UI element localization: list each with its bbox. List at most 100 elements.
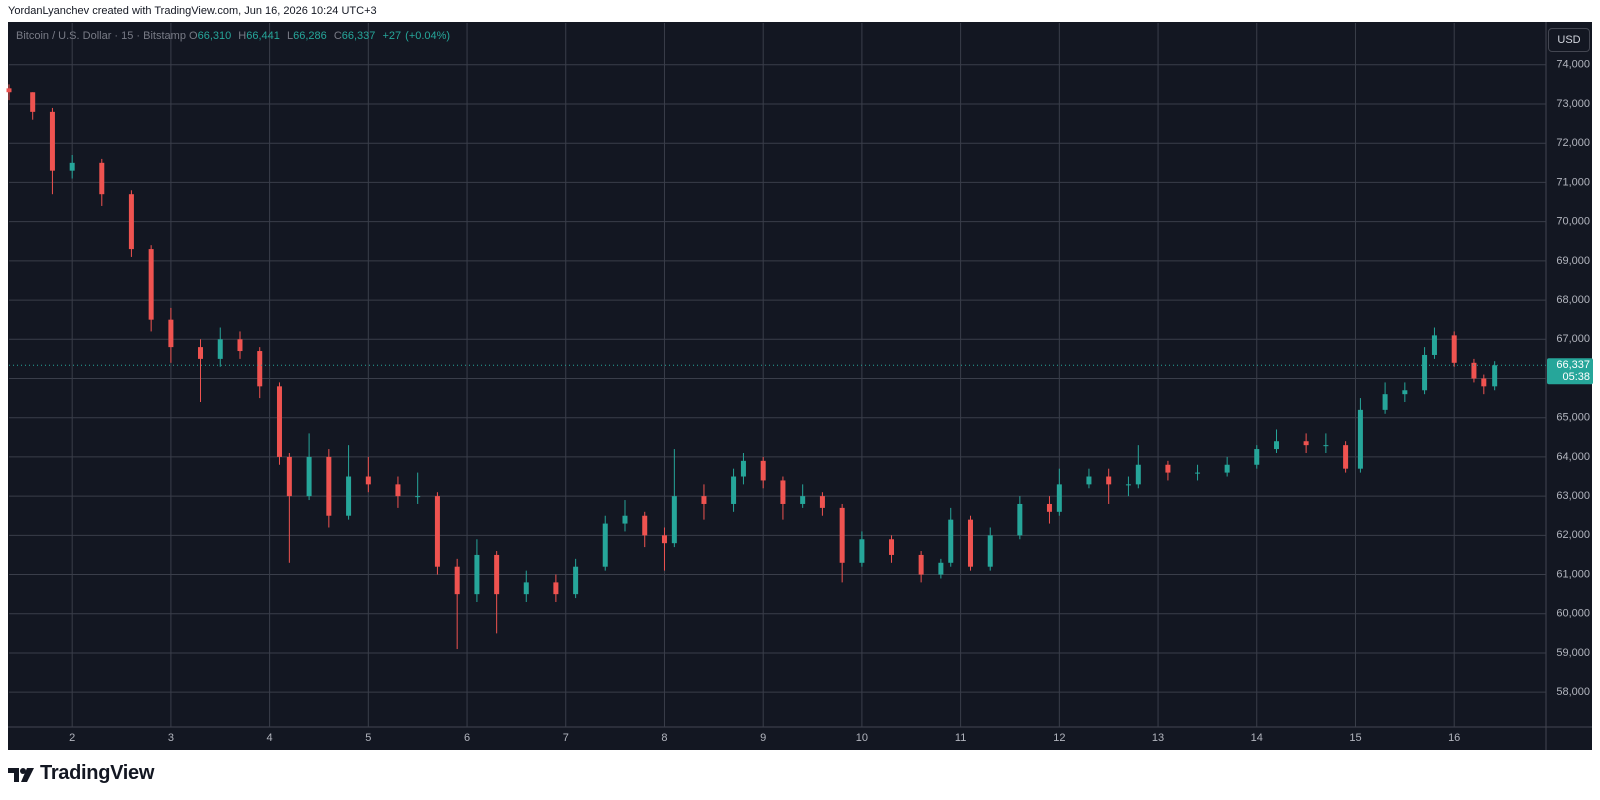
chart: 58,000 59,000 60,000 61,000 62,000 63,000 64,0…	[6, 22, 1593, 750]
candle-body	[553, 582, 559, 595]
candle-body	[1402, 390, 1408, 395]
candle-body	[1125, 484, 1131, 486]
brand-logo	[8, 768, 34, 782]
candle-body	[740, 460, 746, 477]
x-tick-label: 6	[464, 732, 470, 744]
candle-body	[622, 515, 628, 524]
candle-body	[99, 162, 105, 195]
candle-body	[602, 523, 608, 567]
candle-body	[918, 554, 924, 575]
candle-body	[365, 476, 371, 485]
x-tick-label: 7	[563, 732, 569, 744]
candle-body	[1046, 503, 1052, 512]
last-price-label: 66,337	[1556, 359, 1590, 371]
countdown: 05:38	[1562, 371, 1590, 383]
candle-body	[731, 476, 737, 504]
candle-body	[1086, 476, 1092, 485]
candle-body	[701, 496, 707, 504]
candle-body	[938, 562, 944, 575]
legend-low-prefix: L	[286, 30, 294, 42]
y-tick-label: 70,000	[1556, 216, 1590, 228]
candle-body	[286, 456, 292, 497]
candle-body	[1106, 476, 1112, 485]
candle-body	[494, 554, 500, 595]
legend-low: 66,286	[293, 30, 327, 42]
candle-body	[6, 88, 12, 93]
y-tick-label: 62,000	[1556, 529, 1590, 541]
candle-body	[1451, 335, 1457, 363]
candle-body	[198, 347, 204, 359]
candle-body	[573, 566, 579, 595]
candle-body	[948, 519, 954, 563]
candle-body	[1431, 335, 1437, 355]
y-tick-label: 58,000	[1556, 686, 1590, 698]
candle-body	[434, 496, 440, 567]
candle-body	[661, 535, 667, 544]
candle-body	[1195, 472, 1201, 474]
candle-body	[671, 496, 677, 544]
y-tick-label: 68,000	[1556, 294, 1590, 306]
candle-body	[1357, 409, 1363, 469]
y-tick-label: 71,000	[1556, 176, 1590, 188]
candle-body	[415, 496, 421, 498]
candle-body	[1135, 464, 1141, 485]
candle-body	[306, 456, 312, 497]
currency-button[interactable]: USD	[1548, 28, 1590, 52]
legend-high-prefix: H	[238, 30, 247, 42]
symbol: Bitcoin / U.S. Dollar · 15 · Bitstamp	[16, 30, 186, 42]
candle-body	[1254, 449, 1260, 465]
candle-body	[987, 535, 993, 567]
legend-high: 66,441	[246, 30, 280, 42]
x-tick-label: 5	[365, 732, 371, 744]
candle-body	[1017, 503, 1023, 536]
candle-body	[642, 515, 648, 536]
candle-body	[800, 496, 806, 504]
brand: TradingView	[40, 762, 155, 784]
candle-body	[1323, 445, 1329, 447]
x-tick-label: 11	[955, 732, 966, 744]
candle-body	[1274, 441, 1280, 450]
candle-body	[49, 111, 55, 171]
candle-body	[257, 351, 263, 387]
last-price-box	[1547, 358, 1593, 385]
legend-open: 66,310	[197, 30, 232, 42]
candle-body	[1471, 362, 1477, 379]
y-tick-label: 69,000	[1556, 255, 1590, 267]
candle-body	[454, 566, 460, 595]
candle-body	[128, 194, 134, 250]
legend: Bitcoin / U.S. Dollar · 15 · Bitstamp O6…	[16, 30, 454, 42]
candle-body	[967, 519, 973, 567]
candle-body	[276, 386, 282, 457]
y-tick-label: 67,000	[1556, 333, 1590, 345]
candle-body	[1303, 441, 1309, 446]
y-tick-label: 72,000	[1556, 137, 1590, 149]
candle-body	[148, 249, 154, 320]
x-tick-label: 8	[661, 732, 667, 744]
y-tick-label: 64,000	[1556, 451, 1590, 463]
candle-body	[859, 539, 865, 563]
candle-body	[69, 162, 75, 171]
candle-body	[780, 480, 786, 504]
y-tick-label: 61,000	[1556, 568, 1590, 580]
x-tick-label: 3	[168, 732, 174, 744]
credit: YordanLyanchev created with TradingView.…	[8, 5, 377, 17]
legend-open-prefix: O	[189, 30, 198, 42]
x-tick-label: 16	[1448, 732, 1460, 744]
legend-close: 66,337	[341, 30, 376, 42]
candle-body	[346, 476, 352, 516]
x-tick-label: 10	[856, 732, 868, 744]
candle-body	[523, 582, 529, 595]
candle-body	[1492, 365, 1498, 387]
x-tick-label: 15	[1349, 732, 1361, 744]
legend-close-prefix: C	[333, 30, 342, 42]
candle-body	[395, 484, 401, 497]
y-tick-label: 63,000	[1556, 490, 1590, 502]
candle-body	[1481, 378, 1487, 387]
candle-body	[839, 507, 845, 563]
candle-body	[30, 92, 36, 112]
y-tick-label: 74,000	[1556, 59, 1590, 71]
y-tick-label: 60,000	[1556, 608, 1590, 620]
candle-body	[1343, 445, 1349, 469]
candle-body	[819, 496, 825, 508]
